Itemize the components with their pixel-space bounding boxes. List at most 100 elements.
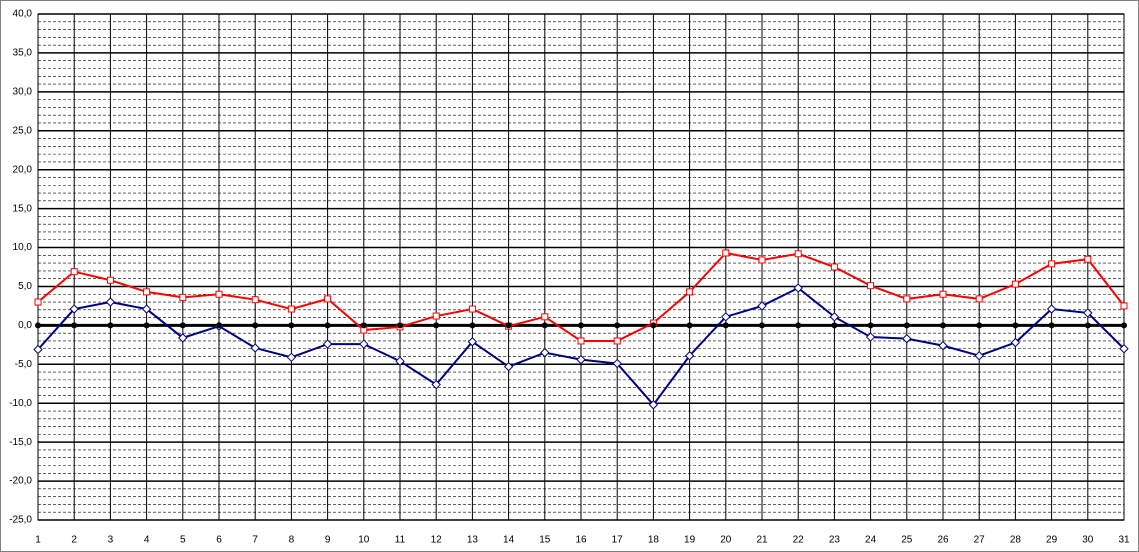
y-tick-label: 35,0 (13, 48, 33, 59)
x-tick-label: 5 (180, 535, 186, 546)
marker (541, 313, 549, 321)
marker (974, 351, 984, 361)
y-tick-label: 20,0 (13, 164, 33, 175)
x-tick-label: 1 (35, 535, 41, 546)
marker (433, 322, 440, 329)
x-tick-label: 12 (431, 535, 443, 546)
plot-border (37, 13, 1125, 521)
y-tick-label: 15,0 (13, 203, 33, 214)
marker (397, 322, 403, 329)
marker (105, 297, 116, 307)
marker (178, 333, 188, 343)
marker (830, 263, 838, 271)
marker (431, 379, 441, 390)
marker (1083, 308, 1093, 318)
y-tick-label: 40,0 (13, 9, 33, 20)
marker (469, 322, 476, 329)
y-tick-label: 30,0 (13, 86, 33, 97)
marker (757, 301, 767, 311)
marker (324, 322, 331, 329)
x-tick-label: 8 (289, 535, 295, 546)
marker (360, 322, 367, 329)
x-tick-label: 9 (325, 535, 331, 546)
x-tick-label: 11 (395, 535, 406, 546)
x-tick-label: 16 (575, 535, 587, 546)
marker (143, 288, 151, 296)
marker (1084, 322, 1091, 329)
marker (686, 288, 694, 296)
marker (432, 312, 440, 320)
marker (503, 361, 514, 372)
marker (576, 354, 586, 365)
marker (395, 356, 405, 366)
marker (251, 296, 259, 304)
marker (577, 337, 585, 345)
x-tick-label: 29 (1046, 535, 1058, 546)
x-tick-label: 21 (756, 535, 768, 546)
marker (215, 290, 223, 298)
marker (1011, 280, 1019, 288)
x-tick-label: 30 (1082, 535, 1094, 546)
marker (795, 322, 802, 329)
x-tick-label: 20 (720, 535, 732, 546)
marker (33, 344, 43, 355)
marker (106, 276, 114, 284)
marker (69, 304, 79, 314)
x-tick-label: 27 (974, 535, 986, 546)
x-tick-label: 24 (865, 535, 877, 546)
x-tick-label: 26 (937, 535, 949, 546)
y-tick-label: 0,0 (18, 320, 32, 331)
marker (902, 333, 912, 344)
marker (467, 337, 478, 347)
marker (107, 322, 114, 329)
y-tick-label: 5,0 (18, 281, 32, 292)
marker (1120, 302, 1128, 310)
marker (1084, 255, 1092, 263)
marker (359, 339, 369, 349)
marker (976, 322, 983, 329)
marker (250, 343, 260, 353)
x-tick-label: 19 (684, 535, 696, 546)
y-tick-label: -25,0 (9, 515, 32, 526)
marker (34, 298, 42, 306)
marker (179, 322, 186, 329)
marker (1010, 337, 1021, 348)
marker (216, 322, 222, 329)
marker (141, 304, 152, 314)
marker (903, 322, 910, 329)
marker (794, 250, 802, 258)
marker (612, 358, 622, 369)
marker (1046, 304, 1057, 314)
y-tick-label: 25,0 (13, 125, 33, 136)
marker (288, 322, 295, 329)
x-tick-label: 6 (216, 535, 222, 546)
marker (1048, 322, 1055, 329)
marker (865, 332, 876, 342)
x-tick-label: 22 (793, 535, 805, 546)
marker (938, 340, 948, 351)
y-tick-label: -10,0 (9, 398, 32, 409)
marker (71, 322, 78, 329)
x-tick-label: 28 (1010, 535, 1022, 546)
marker (650, 322, 657, 329)
marker (287, 305, 295, 313)
marker (1119, 344, 1129, 354)
marker (867, 282, 875, 290)
marker (1048, 260, 1056, 268)
x-tick-label: 25 (901, 535, 913, 546)
marker (722, 322, 729, 329)
marker (614, 322, 621, 329)
x-tick-label: 4 (144, 535, 150, 546)
marker (759, 322, 765, 329)
marker (578, 322, 584, 329)
marker (648, 400, 659, 410)
x-tick-label: 23 (829, 535, 841, 546)
marker (70, 268, 78, 276)
marker (684, 351, 695, 361)
marker (940, 322, 946, 329)
marker (322, 339, 333, 349)
marker (286, 352, 297, 363)
marker (505, 322, 512, 329)
